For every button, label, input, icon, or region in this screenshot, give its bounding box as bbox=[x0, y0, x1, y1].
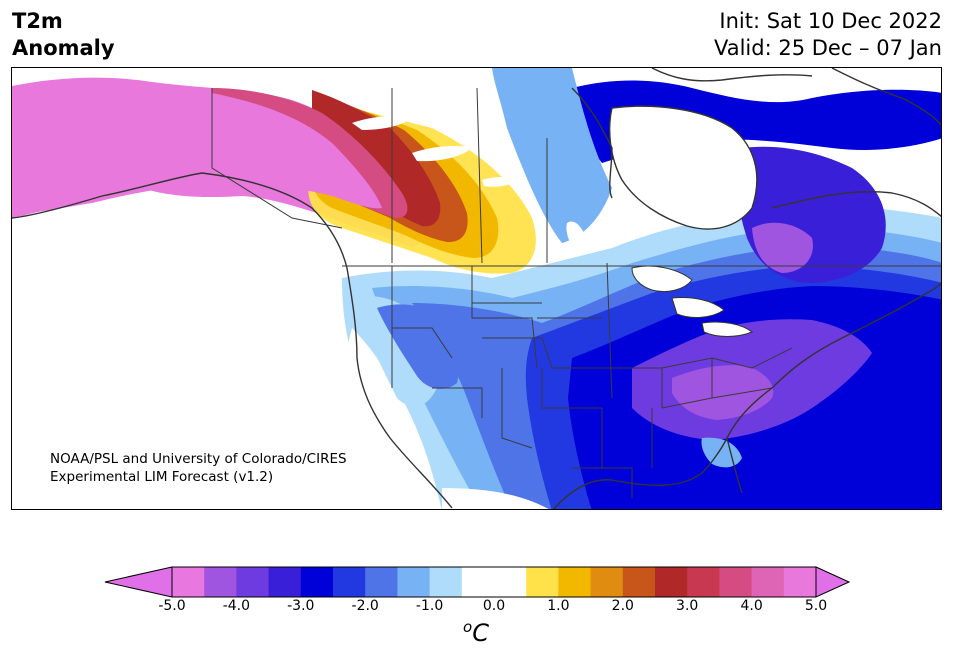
colorbar-over-arrow bbox=[815, 566, 850, 598]
colorbar-cell bbox=[236, 567, 270, 597]
colorbar-tick-label: -3.0 bbox=[287, 598, 315, 614]
gulf-cold bbox=[610, 440, 710, 506]
colorbar-tick-label: 4.0 bbox=[740, 598, 763, 614]
colorbar-cell bbox=[783, 567, 817, 597]
warm-streak-1 bbox=[352, 115, 412, 130]
canada-warm-band-magenta bbox=[12, 85, 382, 216]
title-line2: Anomaly bbox=[12, 36, 115, 60]
colorbar-cell bbox=[461, 567, 495, 597]
west-cold-blue bbox=[377, 304, 459, 389]
colorbar-tick-label: -2.0 bbox=[351, 598, 379, 614]
colorbar-tick-label: 0.0 bbox=[482, 598, 506, 614]
colorbar-tick-label: -5.0 bbox=[158, 598, 186, 614]
colorbar-cell bbox=[590, 567, 624, 597]
colorbar-tick-label: 1.0 bbox=[547, 598, 570, 614]
hudson-bay bbox=[609, 106, 757, 229]
warm-streak-2 bbox=[412, 145, 472, 162]
colorbar bbox=[104, 566, 850, 598]
colorbar-cell bbox=[268, 567, 302, 597]
coastlines bbox=[12, 68, 941, 509]
valid-range: Valid: 25 Dec – 07 Jan bbox=[713, 36, 942, 60]
colorbar-under-arrow bbox=[104, 566, 173, 598]
colorbar-cell bbox=[719, 567, 753, 597]
colorbar-cell bbox=[622, 567, 656, 597]
hudson-cold-light bbox=[492, 68, 612, 243]
colorbar-cell bbox=[429, 567, 463, 597]
cold-region-core bbox=[672, 365, 774, 420]
colorbar-cell bbox=[655, 567, 688, 597]
canada-warm-band-core bbox=[312, 90, 441, 227]
map-title: T2m Anomaly bbox=[12, 8, 115, 62]
colorbar-cell bbox=[365, 567, 398, 597]
attribution: NOAA/PSL and University of Colorado/CIRE… bbox=[50, 450, 347, 486]
florida-light bbox=[701, 437, 742, 468]
unit-symbol: C bbox=[472, 619, 489, 647]
colorbar-tick-label: -1.0 bbox=[415, 598, 444, 614]
attribution-line2: Experimental LIM Forecast (v1.2) bbox=[50, 469, 274, 485]
colorbar-tick-label: 3.0 bbox=[676, 598, 699, 614]
colorbar-cell bbox=[751, 567, 785, 597]
colorbar-tick-label: 2.0 bbox=[611, 598, 634, 614]
colorbar-tick-label: -4.0 bbox=[222, 598, 251, 614]
title-line1: T2m bbox=[12, 9, 63, 33]
colorbar-cell bbox=[204, 567, 237, 597]
colorbar-cell bbox=[333, 567, 366, 597]
forecast-dates: Init: Sat 10 Dec 2022 Valid: 25 Dec – 07… bbox=[714, 8, 942, 62]
western-white bbox=[334, 328, 442, 509]
unit-label: oC bbox=[463, 618, 489, 647]
colorbar-cell bbox=[172, 567, 205, 597]
colorbar-cell bbox=[526, 567, 559, 597]
lake-winnipeg bbox=[566, 221, 587, 254]
colorbar-cell bbox=[494, 567, 527, 597]
map-svg bbox=[12, 68, 941, 509]
quebec-cold-core bbox=[752, 222, 813, 273]
anomaly-map: NOAA/PSL and University of Colorado/CIRE… bbox=[11, 67, 942, 510]
init-date: Init: Sat 10 Dec 2022 bbox=[719, 9, 942, 33]
colorbar-cells bbox=[172, 567, 817, 597]
colorbar-cell bbox=[397, 567, 431, 597]
colorbar-cell bbox=[558, 567, 592, 597]
colorbar-cell bbox=[300, 567, 334, 597]
colorbar-cell bbox=[687, 567, 720, 597]
mexico-white bbox=[442, 488, 549, 509]
attribution-line1: NOAA/PSL and University of Colorado/CIRE… bbox=[50, 451, 347, 467]
colorbar-tick-label: 5.0 bbox=[804, 598, 828, 614]
unit-degree: o bbox=[463, 618, 473, 636]
colorbar-border bbox=[171, 566, 817, 598]
admin-boundaries bbox=[211, 87, 941, 498]
great-lakes bbox=[631, 265, 753, 337]
warm-streak-3 bbox=[482, 177, 517, 187]
